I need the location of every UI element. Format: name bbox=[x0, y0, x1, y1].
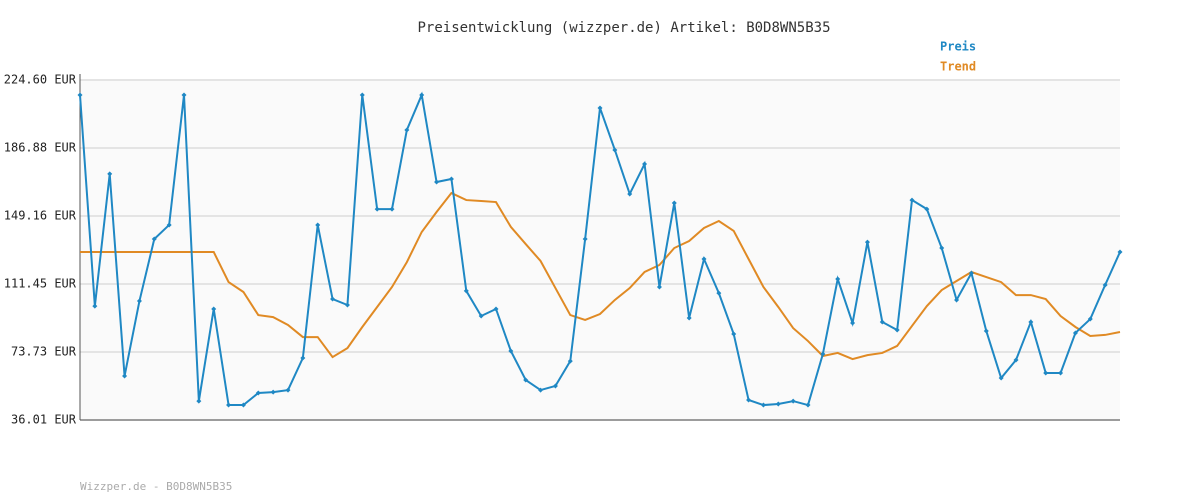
point-marker bbox=[330, 296, 336, 302]
point-marker bbox=[285, 387, 291, 393]
point-marker bbox=[359, 92, 365, 98]
point-marker bbox=[1013, 357, 1019, 363]
point-marker bbox=[478, 313, 484, 319]
point-marker bbox=[864, 239, 870, 245]
footer: Wizzper.de - B0D8WN5B35 bbox=[80, 480, 232, 493]
point-marker bbox=[760, 402, 766, 408]
point-marker bbox=[448, 176, 454, 182]
point-marker bbox=[92, 303, 98, 309]
point-marker bbox=[166, 222, 172, 228]
y-tick-label: 36.01 EUR bbox=[11, 413, 77, 427]
y-tick-label: 186.88 EUR bbox=[4, 141, 77, 155]
point-marker bbox=[968, 270, 974, 276]
point-marker bbox=[463, 288, 469, 294]
point-marker bbox=[151, 236, 157, 242]
point-marker bbox=[894, 327, 900, 333]
point-marker bbox=[226, 402, 232, 408]
point-marker bbox=[389, 206, 395, 212]
point-marker bbox=[196, 398, 202, 404]
legend-label: Preis bbox=[940, 40, 976, 54]
point-marker bbox=[939, 245, 945, 251]
point-marker bbox=[567, 358, 573, 364]
point-marker bbox=[731, 331, 737, 337]
legend-label: Trend bbox=[940, 60, 976, 74]
point-marker bbox=[998, 375, 1004, 381]
point-marker bbox=[686, 315, 692, 321]
point-marker bbox=[909, 197, 915, 203]
point-marker bbox=[701, 256, 707, 262]
point-marker bbox=[597, 105, 603, 111]
point-marker bbox=[434, 179, 440, 185]
point-marker bbox=[404, 127, 410, 133]
point-marker bbox=[107, 171, 113, 177]
point-marker bbox=[255, 390, 261, 396]
point-marker bbox=[122, 373, 128, 379]
point-marker bbox=[211, 306, 217, 312]
point-marker bbox=[850, 320, 856, 326]
point-marker bbox=[716, 290, 722, 296]
point-marker bbox=[790, 398, 796, 404]
point-marker bbox=[582, 236, 588, 242]
point-marker bbox=[1102, 282, 1108, 288]
point-marker bbox=[879, 319, 885, 325]
point-marker bbox=[805, 402, 811, 408]
point-marker bbox=[924, 206, 930, 212]
point-marker bbox=[552, 383, 558, 389]
point-marker bbox=[671, 200, 677, 206]
point-marker bbox=[746, 397, 752, 403]
point-marker bbox=[374, 206, 380, 212]
point-marker bbox=[538, 387, 544, 393]
point-marker bbox=[820, 351, 826, 357]
point-marker bbox=[344, 302, 350, 308]
point-marker bbox=[523, 377, 529, 383]
point-marker bbox=[1043, 370, 1049, 376]
point-marker bbox=[240, 402, 246, 408]
point-marker bbox=[136, 298, 142, 304]
point-marker bbox=[508, 348, 514, 354]
point-marker bbox=[775, 401, 781, 407]
point-marker bbox=[835, 276, 841, 282]
point-marker bbox=[315, 222, 321, 228]
point-marker bbox=[419, 92, 425, 98]
chart-title: Preisentwicklung (wizzper.de) Artikel: B… bbox=[417, 20, 830, 36]
y-tick-label: 224.60 EUR bbox=[4, 73, 77, 87]
point-marker bbox=[983, 328, 989, 334]
y-tick-label: 149.16 EUR bbox=[4, 209, 77, 223]
point-marker bbox=[1058, 370, 1064, 376]
y-tick-label: 73.73 EUR bbox=[11, 344, 77, 358]
point-marker bbox=[270, 389, 276, 395]
plot-area bbox=[80, 80, 1120, 420]
series-line bbox=[80, 191, 1121, 361]
point-marker bbox=[1028, 319, 1034, 325]
point-marker bbox=[493, 306, 499, 312]
point-marker bbox=[1072, 330, 1078, 336]
point-marker bbox=[300, 355, 306, 361]
point-marker bbox=[627, 191, 633, 197]
point-marker bbox=[642, 161, 648, 167]
point-marker bbox=[954, 297, 960, 303]
point-marker bbox=[77, 92, 83, 98]
point-marker bbox=[1117, 249, 1123, 255]
y-tick-label: 111.45 EUR bbox=[4, 276, 77, 290]
point-marker bbox=[181, 92, 187, 98]
point-marker bbox=[1087, 316, 1093, 322]
point-marker bbox=[612, 147, 618, 153]
point-marker bbox=[656, 284, 662, 290]
